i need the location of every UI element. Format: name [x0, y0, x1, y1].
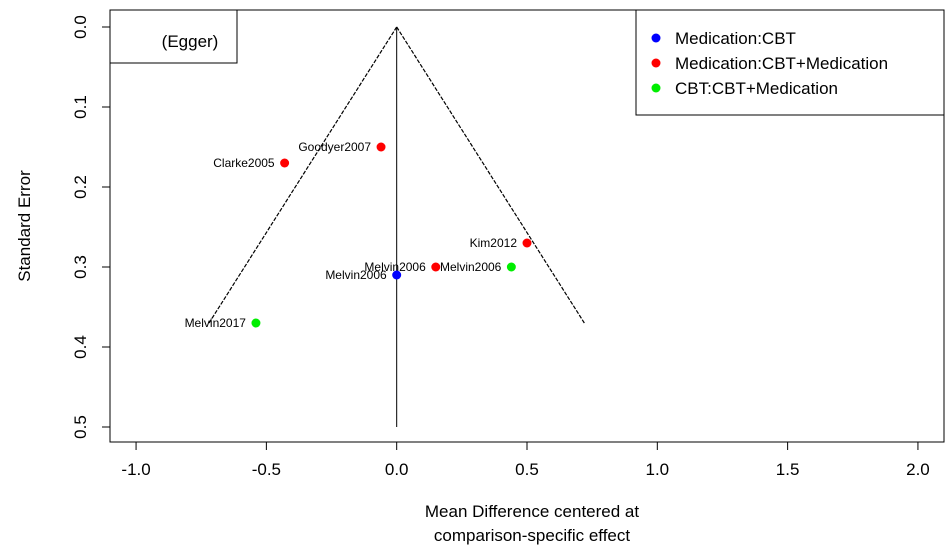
data-point-label-6: Melvin2017	[185, 316, 247, 330]
x-tick-label-1: -0.5	[252, 460, 281, 479]
x-tick-label-4: 1.0	[645, 460, 669, 479]
funnel-left-line	[208, 26, 398, 324]
x-tick-label-3: 0.5	[515, 460, 539, 479]
data-point-0	[376, 142, 386, 152]
legend-marker-1	[651, 58, 661, 68]
data-point-3	[431, 262, 441, 272]
data-point-label-2: Kim2012	[470, 236, 518, 250]
y-tick-label-1: 0.1	[71, 95, 90, 119]
x-axis: -1.0 -0.5 0.0 0.5 1.0 1.5 2.0	[121, 441, 930, 479]
data-point-label-0: Goodyer2007	[298, 140, 371, 154]
x-tick-label-0: -1.0	[121, 460, 150, 479]
y-tick-label-2: 0.2	[71, 175, 90, 199]
legend: Medication:CBT Medication:CBT+Medication C…	[635, 9, 945, 116]
y-axis: 0.0 0.1 0.2 0.3 0.4 0.5	[71, 15, 111, 439]
x-tick-label-2: 0.0	[385, 460, 409, 479]
y-tick-label-3: 0.3	[71, 255, 90, 279]
data-point-label-1: Clarke2005	[213, 156, 275, 170]
data-point-2	[522, 238, 532, 248]
data-point-4	[392, 270, 402, 280]
y-tick-label-5: 0.5	[71, 415, 90, 439]
points-layer: Goodyer2007Clarke2005Kim2012Melvin2006Me…	[185, 140, 532, 330]
legend-marker-2	[651, 83, 661, 93]
data-point-label-3: Melvin2006	[364, 260, 426, 274]
data-point-6	[251, 318, 261, 328]
data-point-label-4: Melvin2006	[325, 268, 387, 282]
x-tick-label-6: 2.0	[906, 460, 930, 479]
y-axis-label: Standard Error	[15, 170, 34, 282]
y-tick-label-4: 0.4	[71, 335, 90, 359]
x-axis-label-line1: Mean Difference centered at	[425, 502, 639, 521]
legend-label-2: CBT:CBT+Medication	[675, 79, 838, 98]
egger-annotation-box: (Egger)	[109, 9, 238, 64]
legend-marker-0	[651, 33, 661, 43]
annotation-frame	[109, 9, 238, 64]
data-point-5	[506, 262, 516, 272]
funnel-right-line	[396, 26, 585, 324]
x-tick-label-5: 1.5	[776, 460, 800, 479]
x-axis-label-line2: comparison-specific effect	[434, 526, 630, 545]
funnel-layer	[208, 26, 585, 427]
legend-label-1: Medication:CBT+Medication	[675, 54, 888, 73]
y-tick-label-0: 0.0	[71, 15, 90, 39]
data-point-1	[280, 158, 290, 168]
legend-frame	[635, 9, 945, 116]
legend-label-0: Medication:CBT	[675, 29, 796, 48]
data-point-label-5: Melvin2006	[440, 260, 502, 274]
annotation-text: (Egger)	[162, 32, 219, 51]
